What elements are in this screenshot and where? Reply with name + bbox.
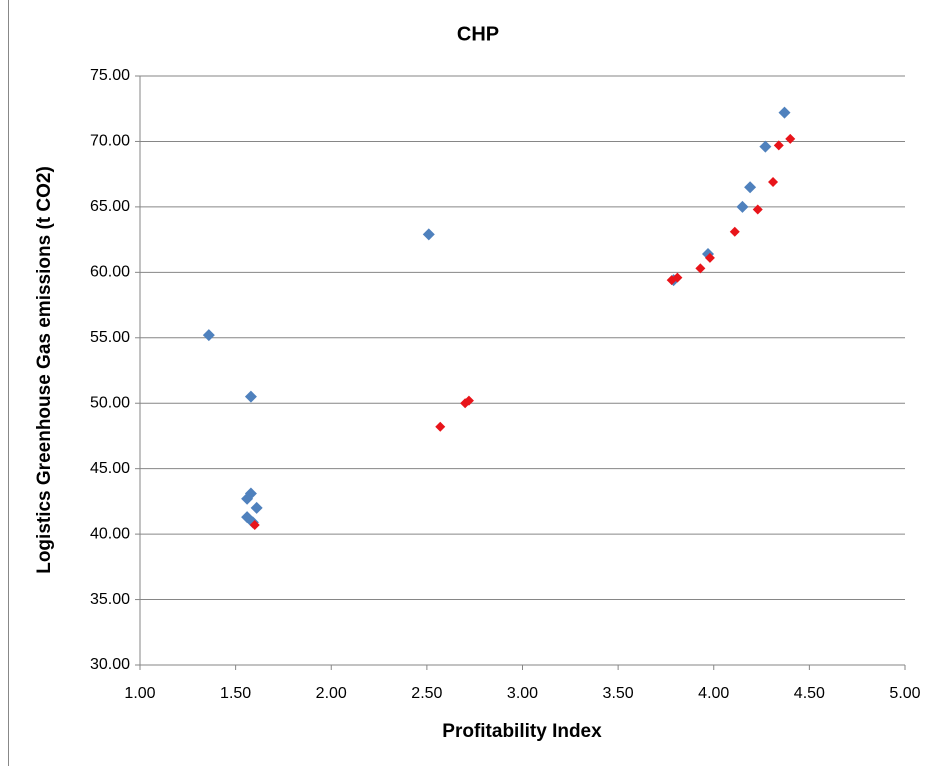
data-point (695, 263, 706, 274)
data-point (244, 487, 257, 500)
x-tick-label: 1.00 (124, 685, 155, 702)
chart-title: CHP (457, 23, 499, 45)
y-tick-label: 50.00 (90, 394, 130, 411)
x-tick-label: 3.00 (507, 685, 538, 702)
y-tick-label: 35.00 (90, 591, 130, 608)
x-tick-label: 4.00 (698, 685, 729, 702)
data-point (422, 228, 435, 241)
data-point (250, 501, 263, 514)
y-tick-label: 75.00 (90, 67, 130, 84)
x-tick-label: 4.50 (794, 685, 825, 702)
y-axis-label: Logistics Greenhouse Gas emissions (t CO… (34, 166, 55, 574)
data-point (778, 106, 791, 119)
x-tick-label: 2.00 (316, 685, 347, 702)
data-point (704, 252, 715, 263)
data-point (463, 395, 474, 406)
data-point (759, 140, 772, 153)
data-point (435, 421, 446, 432)
x-tick-label: 1.50 (220, 685, 251, 702)
x-axis-label: Profitability Index (442, 721, 602, 742)
data-point (249, 519, 260, 530)
y-tick-label: 30.00 (90, 656, 130, 673)
data-point (672, 272, 683, 283)
x-tick-label: 5.00 (889, 685, 920, 702)
y-tick-label: 45.00 (90, 460, 130, 477)
y-tick-label: 65.00 (90, 198, 130, 215)
x-tick-label: 2.50 (411, 685, 442, 702)
data-point (736, 200, 749, 213)
data-point (202, 329, 215, 342)
y-tick-label: 60.00 (90, 264, 130, 281)
y-tick-label: 40.00 (90, 525, 130, 542)
data-point (768, 177, 779, 188)
data-point (785, 133, 796, 144)
data-point (729, 226, 740, 237)
data-point (773, 140, 784, 151)
data-point (744, 181, 757, 194)
y-tick-label: 70.00 (90, 133, 130, 150)
data-point (752, 204, 763, 215)
y-tick-label: 55.00 (90, 329, 130, 346)
x-tick-label: 3.50 (603, 685, 634, 702)
data-point (244, 390, 257, 403)
